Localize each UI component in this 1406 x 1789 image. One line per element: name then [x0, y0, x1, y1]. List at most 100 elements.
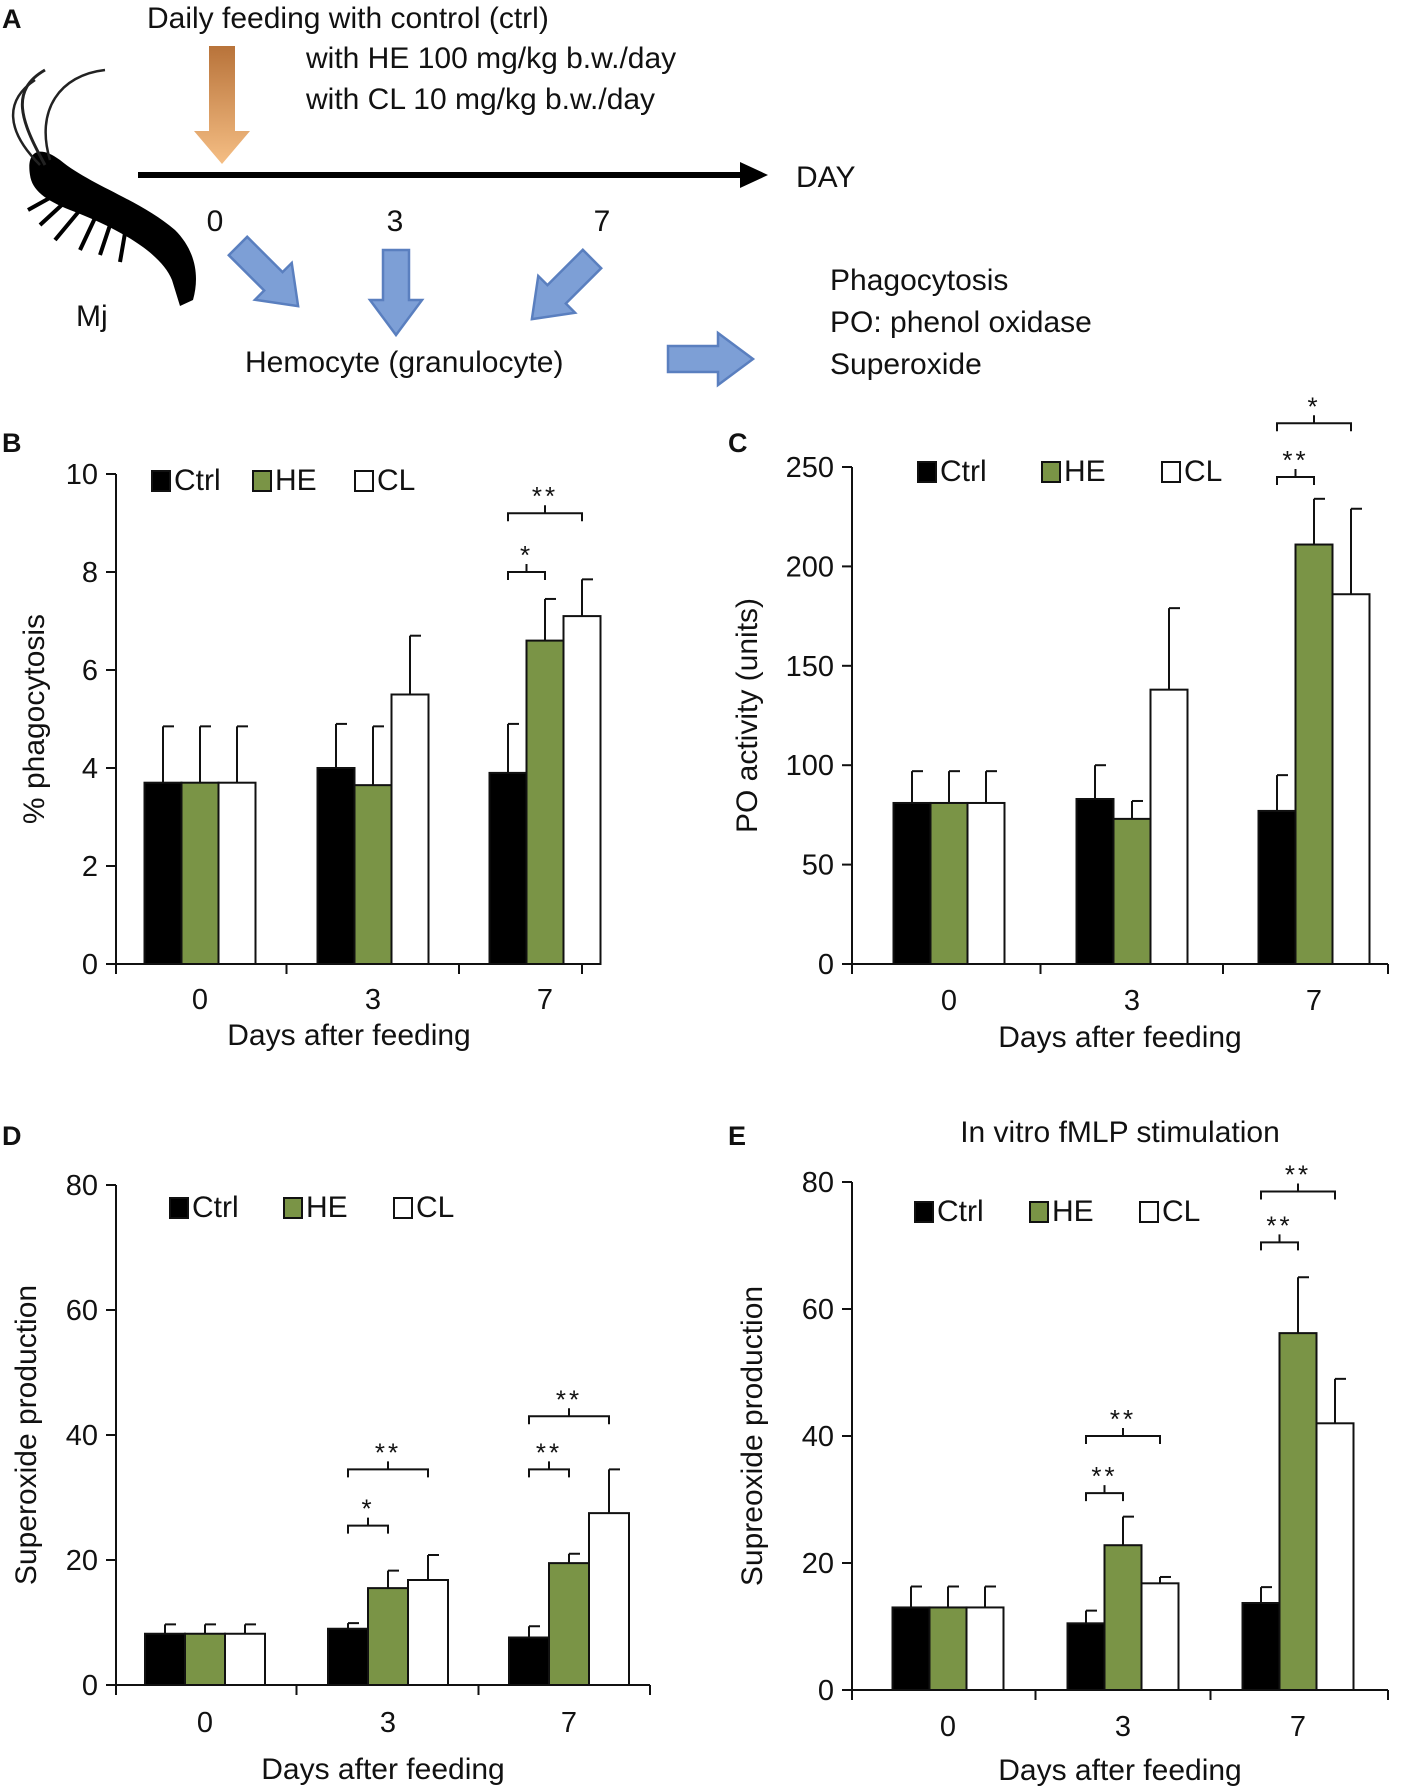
bar-he — [184, 1632, 226, 1686]
bar-he — [367, 1587, 409, 1686]
significance-marker: ** — [1266, 1210, 1292, 1240]
y-axis-label: % phagocytosis — [18, 614, 51, 824]
panel-a-letter: A — [2, 4, 22, 34]
y-tick-label: 8 — [82, 557, 98, 589]
bar-he — [548, 1562, 590, 1686]
significance-bracket — [528, 1461, 570, 1478]
y-axis-label: Superoxide production — [10, 1285, 43, 1585]
x-tick-label: 7 — [1306, 985, 1322, 1017]
significance-marker: ** — [375, 1437, 401, 1467]
chart-d-superoxide: D 0 20 40 60 80 0 3 7 Days after feeding Superoxid… — [2, 1121, 651, 1786]
chart-title: In vitro fMLP stimulation — [960, 1116, 1280, 1149]
bar-ctrl — [1075, 797, 1115, 965]
chart-b-phagocytosis: B 0 2 4 6 8 10 0 3 7 Days after feeding % phagocyto… — [2, 428, 602, 1052]
x-tick-label: 7 — [561, 1707, 577, 1739]
flow-arrow-day7 — [530, 248, 603, 321]
bar-he — [1278, 1332, 1318, 1691]
x-tick-label: 7 — [1290, 1711, 1306, 1743]
legend-swatch-ctrl — [151, 470, 171, 492]
feeding-line-2: with HE 100 mg/kg b.w./day — [305, 42, 676, 75]
legend-swatch-he — [283, 1197, 303, 1219]
significance-marker: * — [520, 540, 533, 570]
legend-label-cl: CL — [377, 464, 415, 497]
significance-bracket — [347, 1461, 429, 1478]
bar-cl — [407, 1579, 449, 1686]
bar-ctrl — [488, 771, 528, 966]
y-axis-label: PO activity (units) — [731, 598, 764, 833]
timeline-day-label: DAY — [796, 161, 855, 194]
x-tick-label: 0 — [940, 1711, 956, 1743]
bar-ctrl — [316, 767, 356, 965]
timeline-tick-0: 0 — [207, 205, 224, 238]
legend-swatch-ctrl — [914, 1201, 934, 1223]
x-tick-label: 0 — [192, 984, 208, 1016]
bar-he — [929, 801, 969, 965]
feeding-line-1: Daily feeding with control (ctrl) — [147, 2, 549, 35]
y-tick-label: 6 — [82, 655, 98, 687]
bar-ctrl — [144, 1632, 186, 1686]
flow-arrow-assays — [666, 330, 756, 388]
x-axis-label: Days after feeding — [998, 1021, 1241, 1054]
bar-cl — [217, 781, 257, 966]
y-tick-label: 150 — [786, 651, 834, 683]
bar-cl — [562, 615, 602, 965]
x-tick-label: 0 — [941, 985, 957, 1017]
significance-marker: ** — [536, 1437, 562, 1467]
y-tick-label: 50 — [802, 850, 834, 882]
significance-marker: * — [1307, 391, 1320, 421]
timeline-tick-3: 3 — [387, 205, 404, 238]
bar-he — [525, 639, 565, 965]
significance-marker: * — [361, 1494, 374, 1524]
significance-bracket — [347, 1517, 389, 1534]
y-tick-label: 40 — [66, 1420, 98, 1452]
y-tick-label: 0 — [82, 1670, 98, 1702]
significance-marker: ** — [1282, 445, 1308, 475]
legend-label-he: HE — [275, 464, 317, 497]
bar-he — [1103, 1544, 1143, 1691]
panel-letter: B — [2, 428, 22, 458]
x-tick-label: 3 — [1115, 1711, 1131, 1743]
significance-marker: ** — [1110, 1404, 1136, 1434]
bar-he — [353, 784, 393, 966]
feeding-line-3: with CL 10 mg/kg b.w./day — [305, 83, 655, 116]
y-tick-label: 200 — [786, 551, 834, 583]
legend-swatch-cl — [1161, 461, 1181, 483]
legend-swatch-cl — [393, 1197, 413, 1219]
x-tick-label: 7 — [537, 984, 553, 1016]
y-axis-label: Supreoxide production — [736, 1286, 769, 1586]
x-tick-label: 3 — [1124, 985, 1140, 1017]
bar-ctrl — [1257, 809, 1297, 966]
assay-phagocytosis: Phagocytosis — [830, 264, 1008, 297]
bar-cl — [1331, 593, 1371, 965]
assay-superoxide: Superoxide — [830, 348, 982, 381]
y-tick-label: 0 — [818, 1675, 834, 1707]
legend-swatch-cl — [1139, 1201, 1159, 1223]
legend-swatch-he — [1029, 1201, 1049, 1223]
bar-ctrl — [1066, 1622, 1106, 1691]
legend-swatch-he — [252, 470, 272, 492]
bar-cl — [588, 1512, 630, 1686]
significance-bracket — [1085, 1428, 1161, 1444]
bar-he — [928, 1606, 968, 1691]
y-tick-label: 250 — [786, 452, 834, 484]
panel-letter: D — [2, 1121, 22, 1151]
bar-cl — [966, 801, 1006, 965]
y-tick-label: 40 — [802, 1421, 834, 1453]
y-tick-label: 80 — [66, 1170, 98, 1202]
hemocyte-label: Hemocyte (granulocyte) — [245, 346, 563, 379]
panel-a: A Daily feeding with control (ctrl) with… — [2, 2, 1092, 388]
x-axis-label: Days after feeding — [998, 1754, 1241, 1787]
y-tick-label: 60 — [802, 1294, 834, 1326]
assay-phenol-oxidase: PO: phenol oxidase — [830, 306, 1092, 339]
bar-cl — [224, 1632, 266, 1686]
legend-label-ctrl: Ctrl — [174, 464, 221, 497]
feeding-down-arrow — [194, 46, 250, 164]
x-axis-label: Days after feeding — [261, 1753, 504, 1786]
y-tick-label: 60 — [66, 1295, 98, 1327]
x-tick-label: 0 — [197, 1707, 213, 1739]
y-tick-label: 20 — [802, 1548, 834, 1580]
bar-cl — [1140, 1582, 1180, 1691]
significance-bracket — [507, 564, 546, 580]
bar-cl — [390, 693, 430, 965]
